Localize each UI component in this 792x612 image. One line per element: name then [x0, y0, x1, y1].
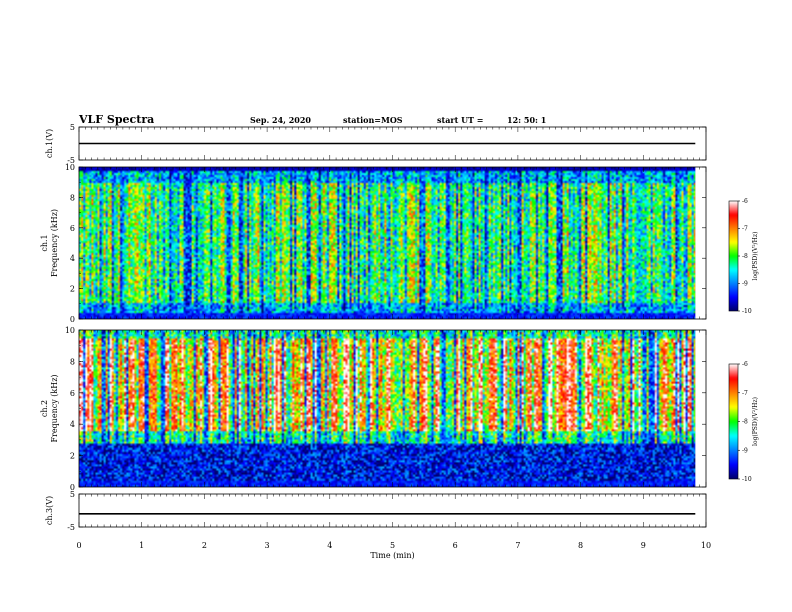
- xtick-label: 9: [641, 541, 646, 550]
- ch1-spectrogram-ytick-label: 6: [70, 224, 75, 233]
- ch1-spectrogram-colorbar-tick-label: -9: [742, 281, 748, 288]
- station-label: station=MOS: [343, 115, 403, 125]
- ch1-spectrogram-ytick-label: 2: [70, 285, 75, 294]
- xtick-label: 1: [139, 541, 144, 550]
- ch1-spectrogram-colorbar-tick-label: -7: [742, 226, 748, 233]
- ch2-spectrogram-ytick-label: 8: [70, 357, 75, 366]
- xtick-label: 10: [701, 541, 711, 550]
- ch1-waveform-ylabel: ch.1(V): [45, 129, 54, 158]
- xtick-label: 0: [76, 541, 81, 550]
- ch2-spectrogram-ytick-label: 0: [70, 483, 75, 492]
- date-label: Sep. 24, 2020: [250, 115, 311, 125]
- ch2-spectrogram-colorbar-tick-label: -7: [742, 390, 748, 397]
- ch2-spectrogram-nodata: [695, 330, 706, 487]
- xtick-label: 5: [390, 541, 395, 550]
- xtick-label: 6: [453, 541, 458, 550]
- ch2-spectrogram-colorbar-label: log(PSD)(V²/Hz): [752, 397, 759, 446]
- ch2-spectrogram-ylabel-channel: ch.2: [40, 400, 49, 417]
- xtick-label: 3: [265, 541, 270, 550]
- xaxis-label: Time (min): [370, 551, 414, 560]
- ch1-spectrogram-ytick-label: 10: [65, 163, 75, 172]
- ch1-spectrogram-ytick-label: 0: [70, 315, 75, 324]
- ch1-spectrogram-colorbar-tick-label: -6: [742, 198, 748, 205]
- ch1-spectrogram-colorbar-label: log(PSD)(V²/Hz): [752, 232, 759, 281]
- ch1-spectrogram-ytick-label: 8: [70, 193, 75, 202]
- ch1-spectrogram-colorbar: [729, 201, 738, 311]
- ch1-spectrogram-ytick-label: 4: [70, 254, 75, 263]
- ch3-waveform-ytick-label: -5: [67, 523, 75, 532]
- ch3-waveform-ylabel: ch.3(V): [45, 496, 54, 525]
- ch2-spectrogram-ytick-label: 4: [70, 420, 75, 429]
- ch2-spectrogram-ytick-label: 10: [65, 326, 75, 335]
- figure-title: VLF Spectra: [79, 113, 155, 126]
- start-label: start UT =: [437, 115, 484, 125]
- ch1-waveform-ytick-label: -5: [67, 156, 75, 165]
- ch2-spectrogram-ytick-label: 2: [70, 452, 75, 461]
- ch1-spectrogram-image: [79, 167, 706, 319]
- xtick-label: 4: [327, 541, 332, 550]
- xtick-label: 8: [578, 541, 583, 550]
- ch2-spectrogram-colorbar-tick-label: -6: [742, 361, 748, 368]
- ch1-waveform-ytick-label: 5: [70, 123, 75, 132]
- ch2-spectrogram-colorbar-tick-label: -10: [742, 476, 752, 483]
- ch1-spectrogram-colorbar-tick-label: -8: [742, 253, 748, 260]
- ch2-spectrogram-image: [79, 330, 706, 487]
- ch2-spectrogram-ylabel-frequency: Frequency (kHz): [50, 374, 59, 442]
- xtick-label: 7: [515, 541, 520, 550]
- ch1-spectrogram-nodata: [695, 167, 706, 319]
- ch1-spectrogram-colorbar-tick-label: -10: [742, 308, 752, 315]
- ch2-spectrogram-ytick-label: 6: [70, 389, 75, 398]
- ch1-spectrogram-ylabel-frequency: Frequency (kHz): [50, 209, 59, 277]
- start-time: 12: 50: 1: [507, 115, 547, 125]
- ch1-spectrogram-ylabel-channel: ch.1: [40, 234, 49, 251]
- ch2-spectrogram-colorbar: [729, 364, 738, 479]
- ch3-waveform-ytick-label: 5: [70, 490, 75, 499]
- ch2-spectrogram-colorbar-tick-label: -8: [742, 419, 748, 426]
- ch2-spectrogram-colorbar-tick-label: -9: [742, 447, 748, 454]
- xtick-label: 2: [202, 541, 207, 550]
